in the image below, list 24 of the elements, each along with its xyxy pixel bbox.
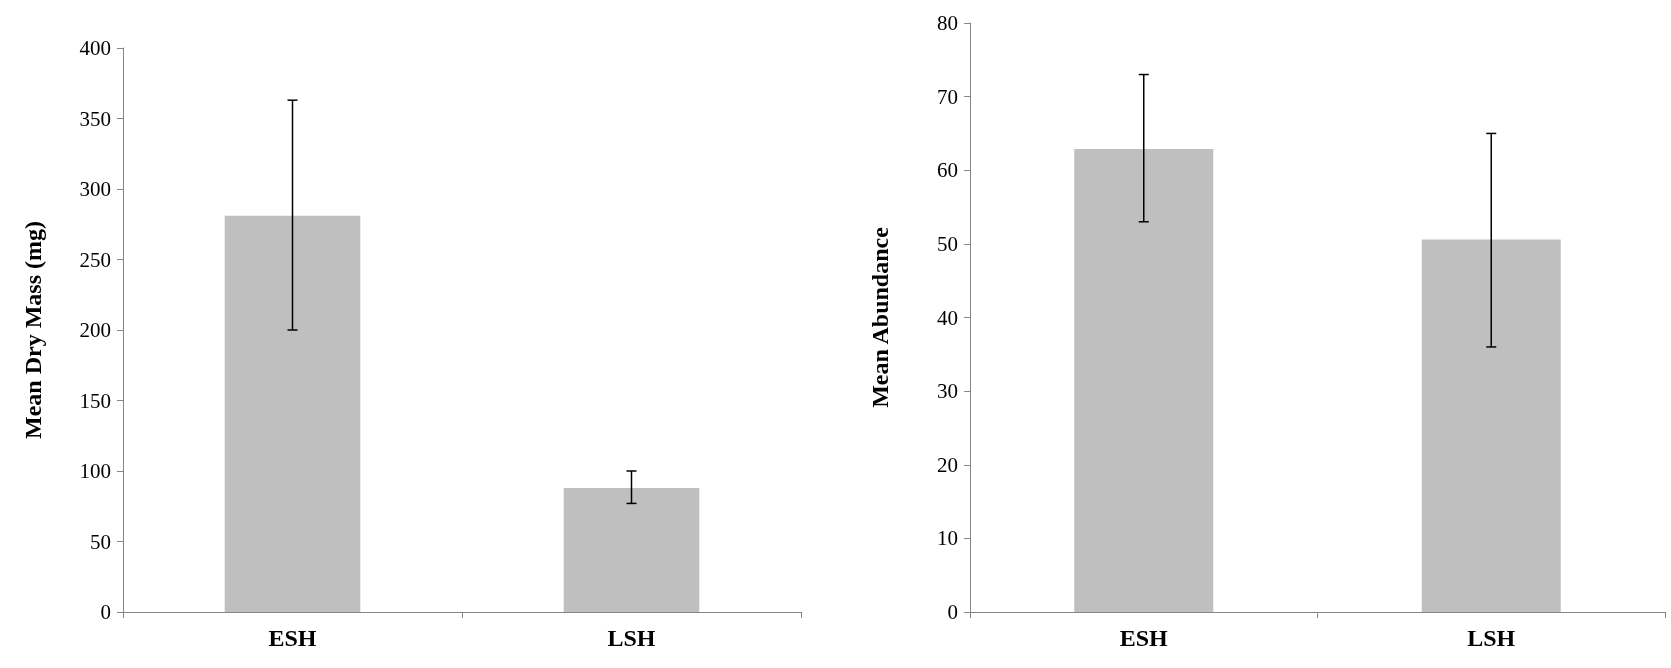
y-axis-title: Mean Abundance	[867, 226, 893, 408]
y-tick-label: 250	[79, 247, 111, 272]
y-tick-label: 300	[79, 177, 111, 201]
x-tick-label: LSH	[607, 625, 656, 651]
y-tick-label: 200	[79, 318, 111, 342]
x-tick-label: ESH	[268, 625, 317, 651]
y-tick-label: 0	[947, 600, 958, 624]
y-tick-label: 50	[90, 529, 111, 554]
y-tick-label: 0	[100, 600, 111, 624]
x-tick-label: LSH	[1467, 625, 1516, 651]
y-tick-label: 10	[937, 526, 958, 551]
y-tick-label: 350	[79, 106, 111, 131]
y-tick-label: 30	[937, 379, 958, 404]
y-tick-label: 150	[79, 388, 111, 413]
y-tick-label: 400	[79, 36, 111, 60]
y-tick-label: 50	[937, 231, 958, 256]
y-tick-label: 20	[937, 452, 958, 477]
y-tick-label: 60	[937, 158, 958, 183]
y-tick-label: 70	[937, 84, 958, 109]
y-tick-label: 40	[937, 305, 958, 330]
y-tick-label: 80	[937, 11, 958, 35]
x-tick-label: ESH	[1119, 625, 1169, 651]
y-axis-title: Mean Dry Mass (mg)	[20, 221, 46, 439]
y-tick-label: 100	[79, 459, 111, 483]
